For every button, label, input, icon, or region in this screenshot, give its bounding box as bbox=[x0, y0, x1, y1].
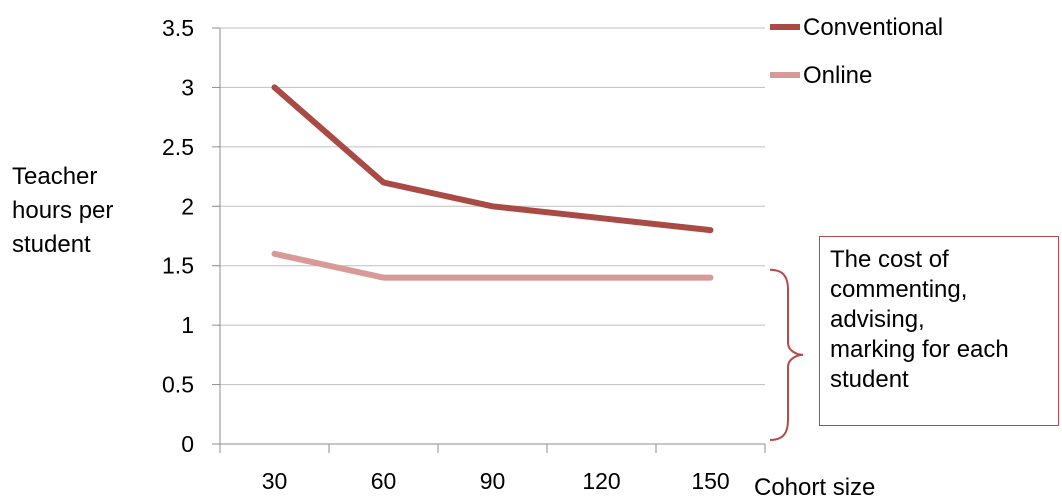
y-tick-label: 0.5 bbox=[162, 372, 194, 398]
y-axis-label-line: Teacher bbox=[12, 163, 98, 190]
y-tick-label: 2.5 bbox=[162, 134, 194, 160]
annotation-line: marking for each bbox=[830, 336, 1009, 363]
x-tick-label: 30 bbox=[262, 468, 288, 494]
x-tick-label: 60 bbox=[371, 468, 397, 494]
annotation-line: advising, bbox=[830, 306, 925, 333]
series-lines bbox=[271, 84, 714, 281]
annotation-brace bbox=[769, 268, 804, 441]
annotation-line: The cost of bbox=[830, 246, 949, 273]
y-axis-label-line: student bbox=[12, 231, 91, 258]
y-tick-label: 2 bbox=[181, 193, 194, 219]
y-tick-label: 0 bbox=[181, 431, 194, 457]
y-tick-label: 1.5 bbox=[162, 253, 194, 279]
axes bbox=[212, 27, 766, 453]
y-tick-label: 3.5 bbox=[162, 15, 194, 41]
gridlines bbox=[220, 27, 765, 386]
annotation-box: The cost of commenting, advising, markin… bbox=[819, 236, 1059, 426]
legend-label: Conventional bbox=[803, 14, 943, 41]
x-tick-label: 120 bbox=[582, 468, 620, 494]
brace-path bbox=[769, 268, 804, 441]
y-axis-label-line: hours per bbox=[12, 197, 114, 224]
x-tick-label: 90 bbox=[480, 468, 506, 494]
series-line-conventional bbox=[271, 84, 714, 234]
series-line-online bbox=[271, 250, 714, 281]
y-tick-label: 1 bbox=[181, 312, 194, 338]
legend: Conventional Online bbox=[770, 14, 943, 89]
y-axis-label: Teacher hours per student bbox=[12, 160, 152, 262]
x-tick-label: 150 bbox=[691, 468, 729, 494]
tick-labels: 0 0.5 1 1.5 2 2.5 3 3.5 30 60 90 120 150 bbox=[162, 15, 730, 494]
annotation-line: student bbox=[830, 366, 909, 393]
annotation-line: commenting, bbox=[830, 276, 968, 303]
legend-label: Online bbox=[803, 62, 872, 89]
y-tick-label: 3 bbox=[181, 74, 194, 100]
x-axis-label: Cohort size bbox=[754, 474, 876, 501]
